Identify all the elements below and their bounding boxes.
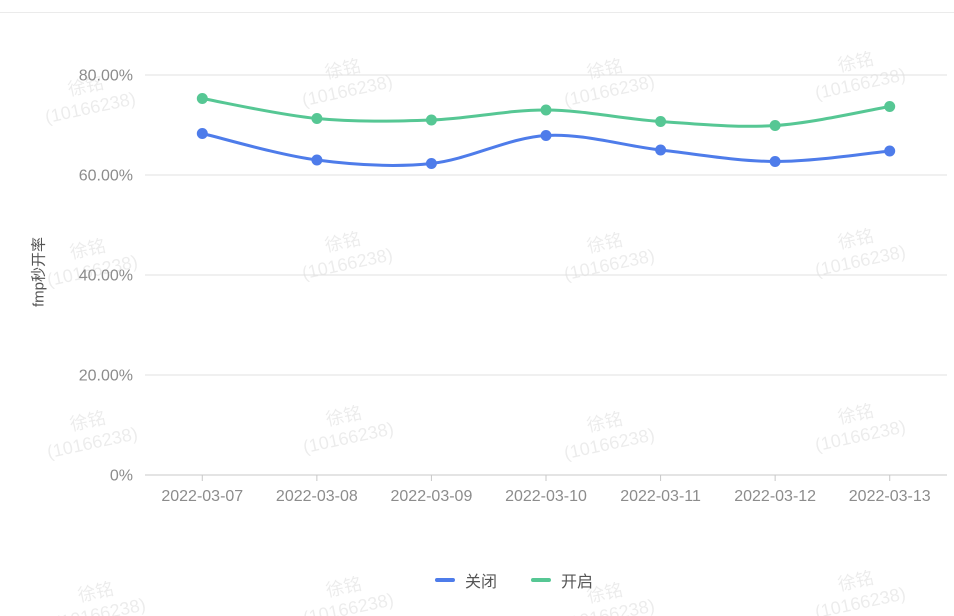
series-1-point-1[interactable] [311,113,323,124]
legend-label: 开启 [561,574,594,591]
series-0-point-6[interactable] [884,145,896,157]
x-tick-label: 2022-03-07 [161,488,243,505]
series-0-point-2[interactable] [425,158,437,169]
series-1-point-2[interactable] [425,114,437,126]
top-divider [0,12,954,13]
x-tick-label: 2022-03-11 [620,488,701,505]
series-0-point-0[interactable] [196,128,208,139]
x-tick-label: 2022-03-13 [849,488,931,505]
y-tick-label: 60.00% [79,168,133,185]
legend-line-marker [434,578,455,582]
series-1-point-6[interactable] [884,101,896,112]
x-tick-label: 2022-03-08 [276,488,358,505]
legend-line-marker [531,578,551,582]
legend-item-series-0[interactable]: 关闭 [434,568,497,592]
series-0-point-4[interactable] [655,144,667,156]
y-tick-label: 80.00% [79,68,133,85]
series-0-point-3[interactable] [540,130,552,141]
series-0-point-5[interactable] [769,156,781,167]
series-1-point-5[interactable] [769,120,781,131]
legend-label: 关闭 [464,574,497,591]
y-tick-label: 20.00% [79,368,133,385]
x-tick-label: 2022-03-09 [391,488,473,505]
chart-legend: 关闭 开启 [434,568,593,592]
x-tick-label: 2022-03-12 [734,488,816,505]
y-tick-label: 0% [110,468,133,485]
x-tick-label: 2022-03-10 [505,488,587,505]
series-1-point-3[interactable] [540,104,552,116]
y-tick-label: 40.00% [79,268,133,285]
series-1-point-0[interactable] [196,93,208,104]
series-1-point-4[interactable] [655,116,667,127]
series-0-point-1[interactable] [311,154,323,166]
legend-item-series-1[interactable]: 开启 [531,568,593,592]
